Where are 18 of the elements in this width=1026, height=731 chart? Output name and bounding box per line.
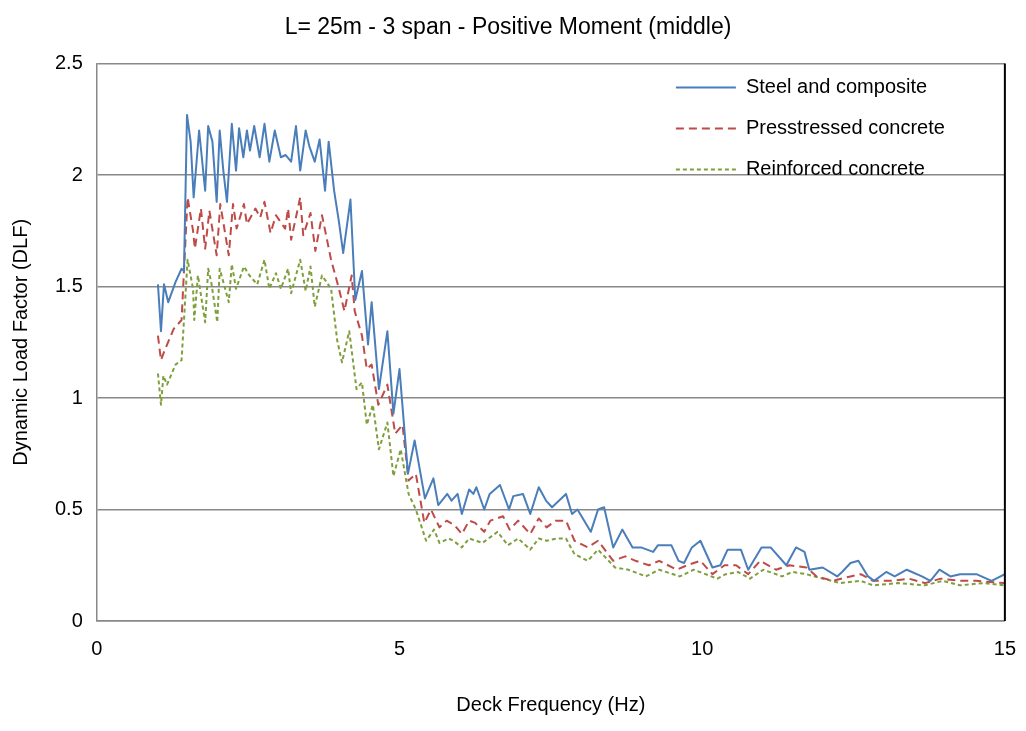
x-tick-label: 5 xyxy=(393,636,406,659)
y-tick-label: 2.5 xyxy=(54,51,83,74)
y-tick-label: 0.5 xyxy=(54,497,83,520)
line-series xyxy=(156,196,1005,585)
y-tick-label: 1 xyxy=(71,385,83,408)
y-axis-title: Dynamic Load Factor (DLF) xyxy=(8,218,31,466)
x-tick-label: 0 xyxy=(91,636,103,659)
y-tick-label: 1.5 xyxy=(54,274,83,297)
legend-label: Steel and composite xyxy=(745,75,928,98)
chart-title: L= 25m - 3 span - Positive Moment (middle) xyxy=(284,13,732,40)
x-tick-label: 10 xyxy=(691,636,714,659)
x-tick-label: 15 xyxy=(993,636,1016,659)
y-tick-label: 0 xyxy=(71,608,83,631)
legend-label: Presstressed concrete xyxy=(745,116,945,139)
legend-label: Reinforced concrete xyxy=(745,157,925,180)
x-axis-title: Deck Frequency (Hz) xyxy=(456,692,646,715)
y-tick-label: 2 xyxy=(71,162,83,185)
line-series xyxy=(156,258,1005,587)
